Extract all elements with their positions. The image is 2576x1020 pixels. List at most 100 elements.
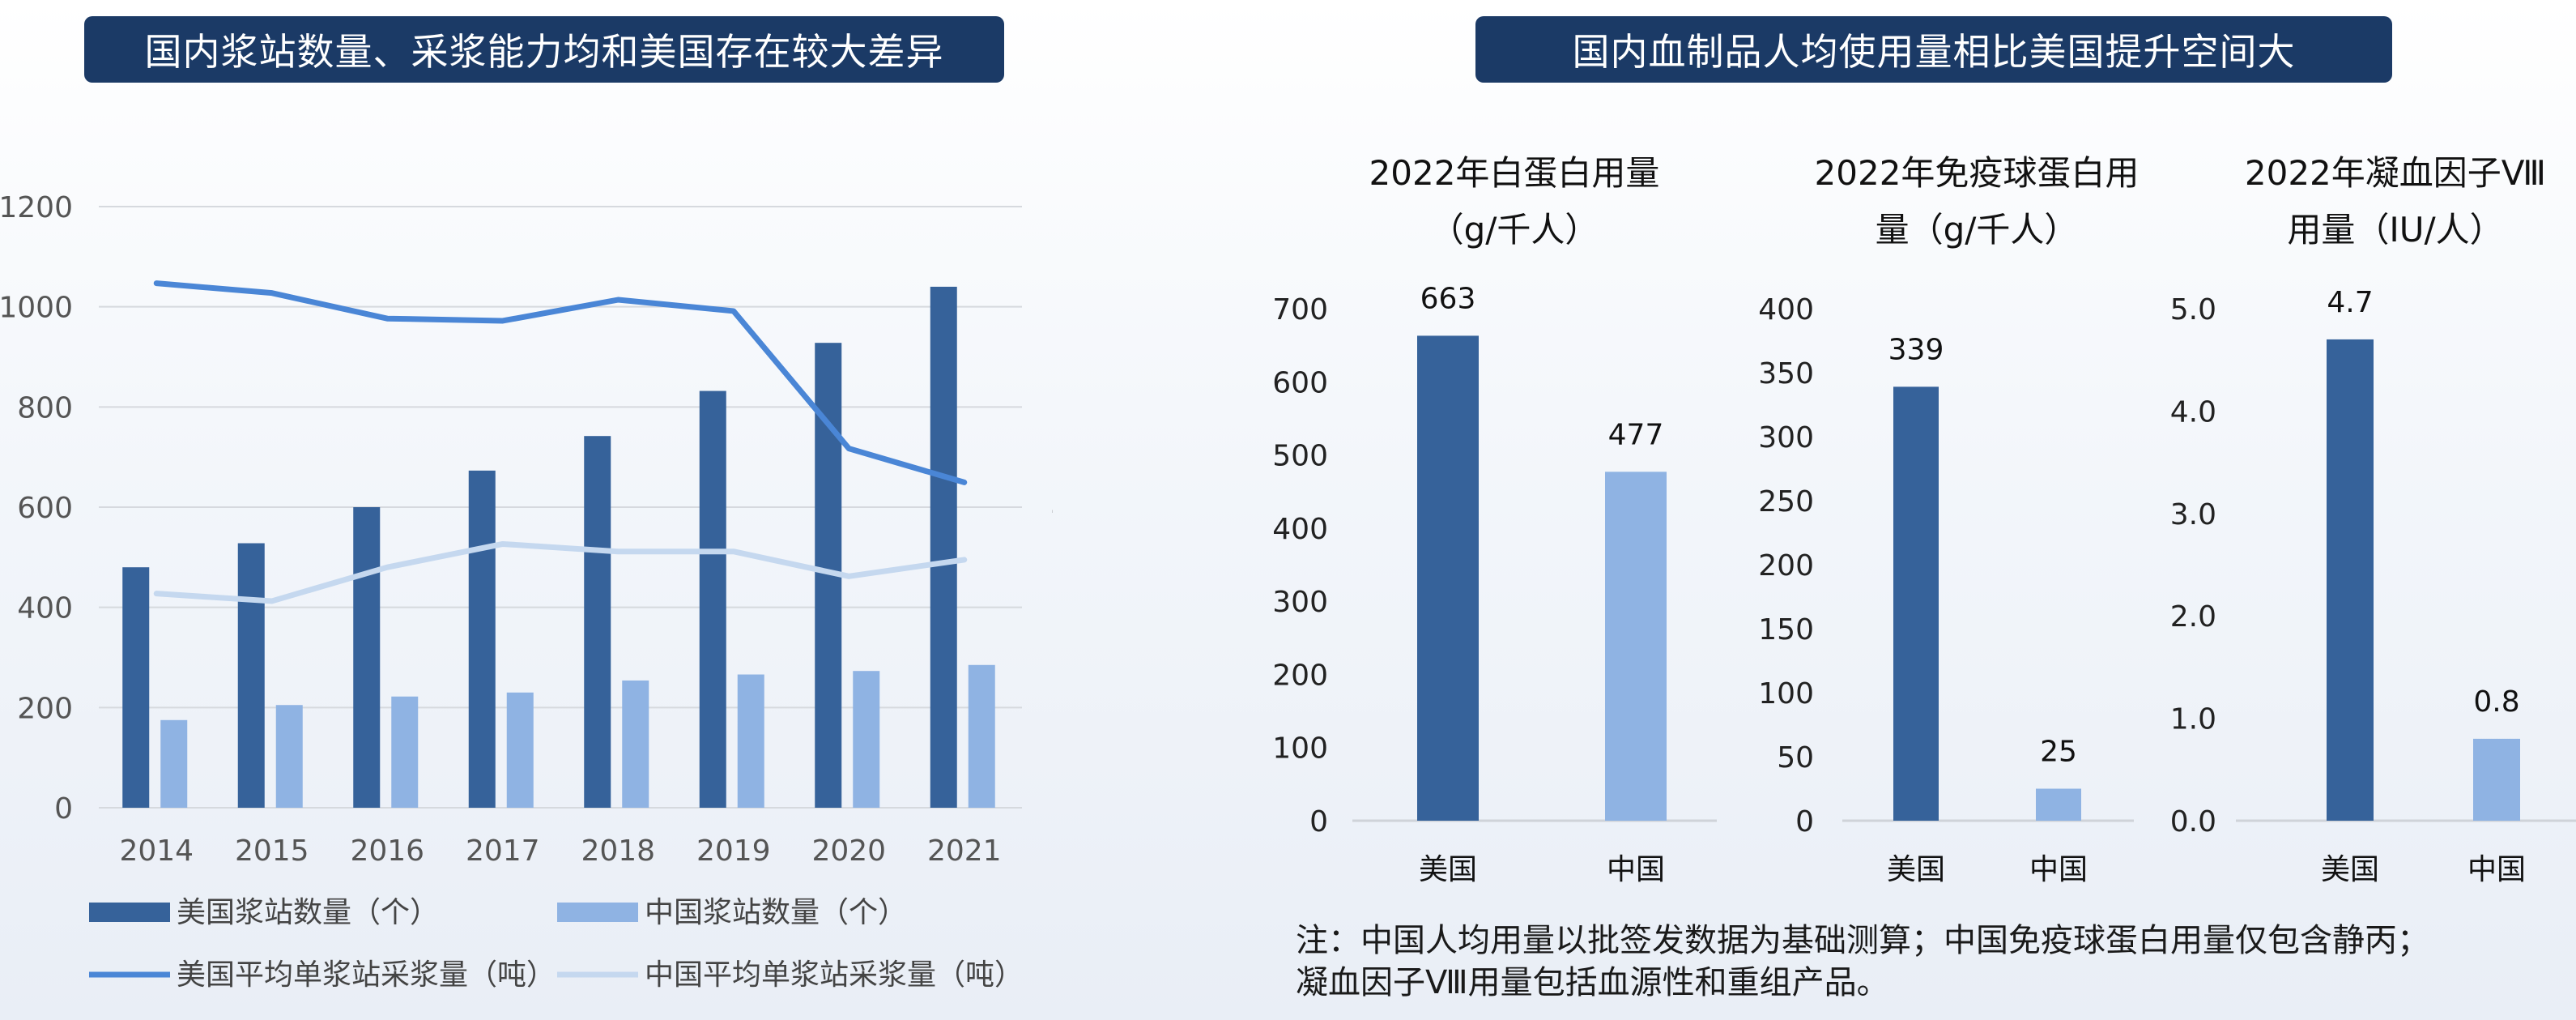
x-axis-tick-label: 美国 [2321,853,2379,886]
cn-avg-collection-line [153,540,968,604]
cn-station-bar [968,664,995,808]
chart-title-line1: 2022年免疫球蛋白用 [1815,153,2140,193]
x-axis-tick-label: 美国 [1419,853,1477,886]
right-axis-tick-label: 40 [1051,492,1053,525]
y-axis-tick-label: 300 [1272,586,1328,619]
left-axis-tick-label: 400 [17,592,73,625]
right-axis-tick-label: 60 [1051,342,1053,375]
x-axis-tick-label: 2016 [350,834,424,868]
x-axis-tick-label: 2019 [696,834,771,868]
y-axis-tick-label: 50 [1777,741,1814,775]
data-label: 477 [1608,418,1664,451]
y-axis-tick-label: 5.0 [2170,293,2216,326]
cn-station-bar [506,692,534,808]
legend-label: 美国浆站数量（个） [177,896,439,929]
cn-usage-bar [2473,738,2520,821]
us-usage-bar [2327,339,2374,821]
cn-station-bar [853,671,880,808]
factor8-usage-chart: 2022年凝血因子Ⅷ 用量（IU/人） 0.0 1.0 2.0 3.0 4.0 5.0 4.7 美… [2170,153,2576,886]
legend-swatch [89,903,170,922]
x-axis-tick-label: 中国 [1607,853,1665,886]
us-station-bar [584,436,611,808]
right-axis-tick-label: 70 [1051,267,1053,300]
us-station-bar [930,286,957,808]
y-axis-tick-label: 400 [1272,513,1328,546]
y-axis-tick-label: 0 [1309,805,1328,839]
us-usage-bar [1893,386,1939,821]
us-avg-collection-line [153,280,968,485]
data-label: 663 [1420,282,1476,315]
footnote: 注：中国人均用量以批签发数据为基础测算；中国免疫球蛋白用量仅包含静丙；凝血因子Ⅷ… [1296,922,2429,1001]
y-axis-tick-label: 4.0 [2170,395,2216,429]
x-axis-tick-label: 2015 [235,834,309,868]
us-station-bar [237,543,265,808]
y-axis-tick-label: 3.0 [2170,498,2216,531]
y-axis-tick-label: 100 [1272,732,1328,766]
y-axis-tick-label: 350 [1758,357,1814,391]
us-usage-bar [1417,335,1479,821]
data-label: 4.7 [2327,286,2373,319]
right-banner: 国内血制品人均使用量相比美国提升空间大 [1475,16,2392,83]
legend-swatch [557,903,638,922]
x-axis-tick-label: 2020 [811,834,886,868]
right-axis-tick-label: 10 [1051,717,1053,750]
left-axis-tick-label: 800 [17,391,73,425]
x-axis-tick-label: 中国 [2467,853,2526,886]
y-axis-tick-label: 2.0 [2170,600,2216,634]
right-axis-tick-label: 80 [1051,191,1053,224]
y-axis-tick-label: 150 [1758,613,1814,647]
cn-station-bar [160,719,188,808]
x-axis-tick-label: 美国 [1887,853,1945,886]
left-banner: 国内浆站数量、采浆能力均和美国存在较大差异 [84,16,1004,83]
cn-station-bar [391,696,419,808]
data-label: 25 [2040,736,2077,769]
right-axis-tick-label: 20 [1051,642,1053,676]
y-axis-tick-label: 600 [1272,366,1328,399]
left-axis-tick-label: 600 [17,492,73,525]
left-axis-tick-label: 0 [54,792,73,826]
data-label: 0.8 [2473,685,2519,719]
y-axis-tick-label: 300 [1758,421,1814,455]
right-axis-tick-label: 0 [1051,792,1053,826]
chart-title-line2: （g/千人） [1430,210,1599,250]
y-axis-tick-label: 200 [1272,659,1328,692]
chart-title-line1: 2022年凝血因子Ⅷ [2245,153,2546,193]
x-axis-tick-label: 2021 [927,834,1002,868]
y-axis-tick-label: 0.0 [2170,805,2216,839]
chart-title-line1: 2022年白蛋白用量 [1369,153,1660,193]
y-axis-tick-label: 500 [1272,440,1328,473]
chart-title-line2: 用量（IU/人） [2287,210,2503,250]
chart-title-line2: 量（g/千人） [1876,210,2079,250]
left-axis-tick-label: 200 [17,692,73,725]
us-station-bar [122,567,150,808]
cn-station-bar [275,705,303,808]
y-axis-tick-label: 1.0 [2170,703,2216,736]
right-axis-tick-label: 50 [1051,416,1053,450]
x-axis-tick-label: 中国 [2029,853,2088,886]
us-station-bar [699,391,726,809]
x-axis-tick-label: 2018 [581,834,655,868]
y-axis-tick-label: 100 [1758,677,1814,711]
y-axis-tick-label: 400 [1758,293,1814,326]
us-station-bar [353,507,381,808]
right-axis-tick-label: 30 [1051,567,1053,600]
plasma-station-combo-chart: 0 200 400 600 800 1000 1200 0 10 20 30 40 50 60 70 80 20… [0,191,1053,992]
cn-station-bar [737,674,764,808]
left-axis-tick-label: 1000 [0,292,73,325]
legend-label: 中国浆站数量（个） [645,896,907,929]
left-axis-tick-label: 1200 [0,191,73,224]
y-axis-tick-label: 200 [1758,549,1814,583]
x-axis-tick-label: 2017 [466,834,540,868]
cn-usage-bar [2036,788,2081,821]
y-axis-tick-label: 250 [1758,485,1814,519]
legend-label: 中国平均单浆站采浆量（吨） [645,958,1024,992]
y-axis-tick-label: 700 [1272,293,1328,326]
legend-label: 美国平均单浆站采浆量（吨） [177,958,556,992]
data-label: 339 [1888,333,1944,366]
y-axis-tick-label: 0 [1795,805,1814,839]
cn-station-bar [622,680,649,808]
x-axis-tick-label: 2014 [119,834,194,868]
albumin-usage-chart: 2022年白蛋白用量 （g/千人） 0 100 200 300 400 500 600 700 66… [1272,153,1717,886]
us-station-bar [468,470,496,808]
